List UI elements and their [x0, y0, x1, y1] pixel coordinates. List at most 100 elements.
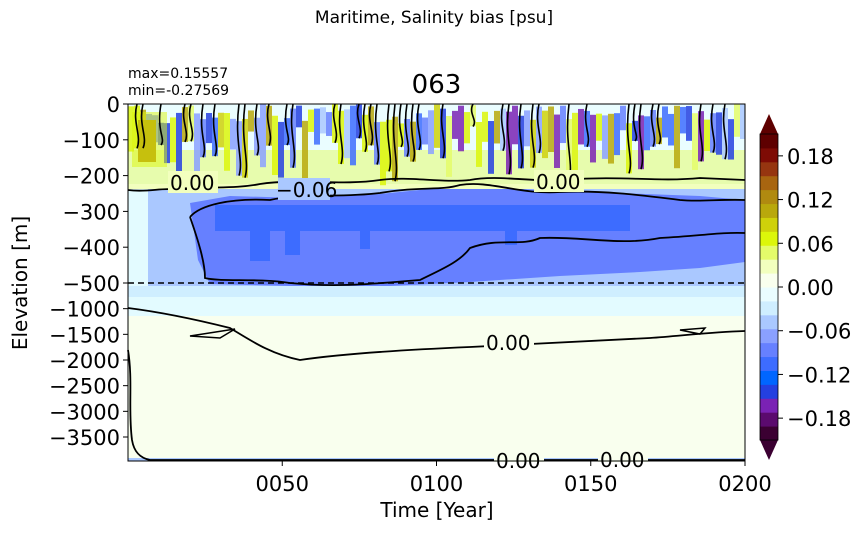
surface-band [248, 110, 254, 132]
contour-label-2: −0.06 [276, 178, 337, 202]
colorbar-extend-min [760, 440, 778, 460]
min-label: min=-0.27569 [128, 83, 230, 99]
stats-readout: max=0.15557 min=-0.27569 [128, 66, 229, 100]
colorbar-segment [760, 426, 778, 441]
surface-band [326, 112, 332, 136]
y-tick-label: −400 [62, 236, 120, 260]
colorbar-tick-label: −0.18 [787, 407, 851, 431]
surface-band [452, 110, 458, 139]
surface-contour [470, 103, 476, 127]
surface-contour [518, 103, 524, 169]
surface-band [488, 121, 494, 174]
surface-contour [710, 103, 716, 153]
surface-contour [638, 103, 644, 170]
panel-title: 063 [411, 70, 462, 100]
surface-band [680, 106, 686, 134]
surface-contour [182, 103, 188, 143]
surface-contour [440, 103, 446, 159]
surface-band [320, 107, 326, 134]
surface-band [458, 105, 464, 152]
surface-band [686, 106, 692, 141]
surface-contour [416, 103, 422, 151]
surface-band [560, 105, 566, 144]
surface-band [662, 106, 668, 138]
y-axis: 0 −100 −200 −300 −400 −500−1000−1500−2000−250… [49, 93, 128, 450]
surface-contour [650, 103, 656, 147]
surface-band [716, 112, 722, 155]
surface-band [596, 113, 602, 141]
contour-lines [127, 103, 746, 461]
surface-contour [404, 103, 410, 157]
colorbar-segment [760, 300, 778, 316]
surface-contour [410, 103, 416, 162]
contour-label-6: 0.00 [600, 448, 645, 472]
colorbar: 0.18 0.12 0.06 0.00 −0.06 −0.12 −0.18 [759, 114, 851, 460]
colorbar-segment [760, 412, 778, 427]
surface-contour [530, 103, 536, 168]
surface-contour [158, 103, 164, 146]
colorbar-segment [760, 398, 778, 413]
x-tick-label: 0050 [256, 472, 309, 496]
colorbar-segment [760, 147, 778, 163]
surface-contour [626, 103, 632, 174]
surface-contour [200, 103, 206, 158]
y-tick-label: −1500 [49, 323, 120, 347]
surface-band [170, 117, 176, 163]
surface-contour [722, 103, 728, 160]
surface-contour [338, 103, 344, 165]
colorbar-tick-label: 0.00 [787, 276, 834, 300]
colorbar-segment [760, 287, 778, 302]
surface-band [230, 118, 236, 150]
surface-band [350, 105, 356, 166]
colorbar-segment [760, 273, 778, 288]
surface-band [128, 106, 134, 152]
surface-band [194, 113, 200, 174]
surface-contour [506, 103, 512, 175]
surface-band [272, 115, 278, 176]
surface-contour [284, 103, 290, 146]
surface-contour [374, 103, 380, 165]
contour-label-4: 0.00 [486, 331, 531, 355]
colorbar-segment [760, 189, 778, 205]
surface-band [476, 122, 482, 167]
surface-band [668, 113, 674, 146]
surface-contour [332, 103, 338, 144]
surface-band [344, 109, 350, 159]
surface-contour [212, 103, 218, 157]
surface-contour [368, 103, 374, 146]
contour-label-3: 0.00 [536, 170, 581, 194]
y-tick-label: 0 [107, 93, 120, 117]
surface-band [446, 115, 452, 177]
colorbar-segment [760, 356, 778, 371]
surface-contour [398, 103, 404, 148]
colorbar-tick-label: 0.06 [787, 232, 834, 256]
surface-band [734, 104, 740, 137]
surface-contour [584, 103, 590, 148]
surface-band [482, 111, 488, 142]
x-axis: 0050 0100 0150 0200 [256, 461, 772, 496]
colorbar-segment [760, 161, 778, 177]
y-tick-label: −200 [62, 165, 120, 189]
surface-band [302, 120, 308, 179]
surface-contour [632, 103, 638, 142]
surface-contour [254, 103, 260, 156]
surface-contour [242, 103, 248, 178]
surface-contour [266, 103, 272, 146]
colorbar-segment [760, 314, 778, 330]
colorbar-segment [760, 175, 778, 191]
y-tick-label: −3000 [49, 400, 120, 424]
colorbar-tick-label: −0.06 [787, 320, 851, 344]
colorbar-tick-label: −0.12 [787, 363, 851, 387]
surface-band [428, 110, 434, 155]
surface-band [578, 108, 584, 145]
surface-band [602, 115, 608, 159]
surface-band [296, 105, 302, 128]
colorbar-segment [760, 245, 778, 260]
figure-suptitle: Maritime, Salinity bias [psu] [314, 8, 554, 28]
surface-band [704, 119, 710, 151]
contour-label-1: 0.00 [170, 171, 215, 195]
colorbar-segment [760, 342, 778, 358]
surface-contour [386, 103, 392, 172]
surface-contour [236, 103, 242, 176]
surface-band [740, 104, 745, 139]
